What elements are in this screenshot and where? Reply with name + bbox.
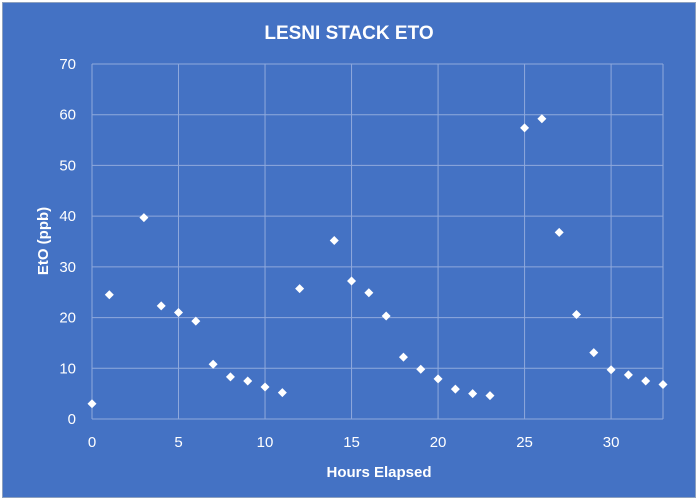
chart-title: LESNI STACK ETO bbox=[264, 23, 433, 44]
data-point bbox=[485, 391, 495, 401]
data-point bbox=[381, 311, 391, 321]
data-point bbox=[277, 388, 287, 398]
data-point bbox=[156, 301, 166, 311]
data-point bbox=[104, 290, 114, 300]
data-point bbox=[589, 348, 599, 358]
data-point bbox=[658, 380, 668, 390]
y-tick-label: 20 bbox=[59, 310, 76, 327]
x-tick-label: 0 bbox=[88, 434, 96, 451]
data-point bbox=[398, 352, 408, 362]
data-point bbox=[641, 376, 651, 386]
y-axis-title: EtO (ppb) bbox=[35, 207, 52, 275]
data-point bbox=[433, 374, 443, 384]
gridlines bbox=[91, 63, 664, 420]
data-point bbox=[191, 316, 201, 326]
data-point bbox=[347, 276, 357, 286]
data-point bbox=[243, 376, 253, 386]
y-tick-label: 50 bbox=[59, 157, 76, 174]
x-axis-title: Hours Elapsed bbox=[326, 464, 431, 481]
data-point bbox=[554, 227, 564, 237]
data-points bbox=[87, 114, 668, 409]
data-point bbox=[450, 384, 460, 394]
data-point bbox=[208, 359, 218, 369]
x-tick-label: 20 bbox=[430, 434, 447, 451]
y-tick-label: 30 bbox=[59, 259, 76, 276]
y-tick-label: 0 bbox=[68, 411, 76, 428]
data-point bbox=[329, 235, 339, 245]
x-tick-label: 30 bbox=[603, 434, 620, 451]
data-point bbox=[260, 382, 270, 392]
y-tick-label: 40 bbox=[59, 208, 76, 225]
x-tick-label: 15 bbox=[343, 434, 360, 451]
data-point bbox=[623, 370, 633, 380]
data-point bbox=[416, 364, 426, 374]
data-point bbox=[520, 123, 530, 133]
data-point bbox=[571, 310, 581, 320]
data-point bbox=[606, 365, 616, 375]
y-tick-label: 70 bbox=[59, 56, 76, 73]
scatter-chart: 0 10 20 30 40 50 60 70 0 5 10 15 20 25 30 LESNI STACK … bbox=[3, 3, 695, 497]
data-point bbox=[364, 288, 374, 298]
x-tick-label: 10 bbox=[257, 434, 274, 451]
x-tick-label: 25 bbox=[516, 434, 533, 451]
chart-frame: 0 10 20 30 40 50 60 70 0 5 10 15 20 25 30 LESNI STACK … bbox=[2, 2, 696, 498]
data-point bbox=[225, 372, 235, 382]
y-tick-label: 10 bbox=[59, 360, 76, 377]
data-point bbox=[468, 389, 478, 399]
x-tick-label: 5 bbox=[174, 434, 182, 451]
data-point bbox=[295, 284, 305, 294]
tick-labels: 0 10 20 30 40 50 60 70 0 5 10 15 20 25 30 bbox=[59, 56, 619, 451]
data-point bbox=[139, 213, 149, 223]
y-tick-label: 60 bbox=[59, 107, 76, 124]
data-point bbox=[174, 308, 184, 317]
data-point bbox=[87, 399, 97, 409]
data-point bbox=[537, 114, 547, 124]
chart-background bbox=[3, 3, 695, 497]
